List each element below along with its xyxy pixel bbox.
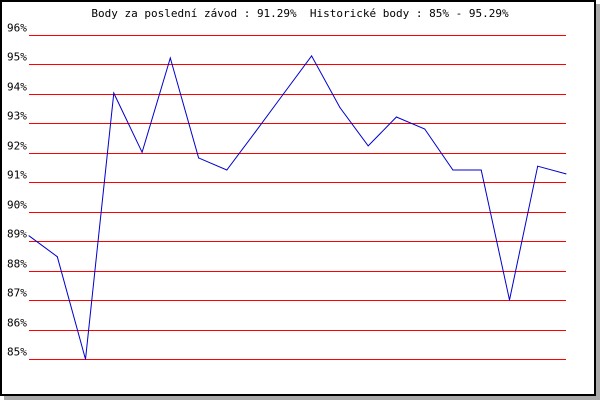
data-point [452, 169, 454, 171]
y-tick-label: 90% [7, 199, 27, 212]
y-tick-label: 91% [7, 169, 27, 182]
chart-title: Body za poslední závod : 91.29% Historic… [91, 7, 509, 20]
data-point [28, 235, 30, 237]
data-point [169, 57, 171, 59]
y-tick-label: 92% [7, 140, 27, 153]
y-tick-label: 86% [7, 317, 27, 330]
y-tick-label: 95% [7, 51, 27, 64]
data-point [56, 256, 58, 258]
data-point [311, 55, 313, 57]
data-point [480, 169, 482, 171]
y-tick-label: 94% [7, 81, 27, 94]
data-point [141, 151, 143, 153]
data-point [282, 93, 284, 95]
data-point [113, 92, 115, 94]
y-tick-label: 93% [7, 110, 27, 123]
data-point [565, 173, 567, 175]
data-point [85, 358, 87, 360]
series-line [28, 54, 567, 360]
y-tick-label: 96% [7, 22, 27, 35]
data-point [367, 145, 369, 147]
data-point [537, 165, 539, 167]
data-point [198, 157, 200, 159]
data-point [339, 107, 341, 109]
y-tick-label: 89% [7, 228, 27, 241]
y-tick-label: 88% [7, 258, 27, 271]
data-point [254, 131, 256, 133]
data-point [424, 128, 426, 130]
y-tick-label: 87% [7, 287, 27, 300]
data-point [508, 299, 510, 301]
y-tick-label: 85% [7, 346, 27, 359]
data-point [226, 169, 228, 171]
data-point [395, 116, 397, 118]
